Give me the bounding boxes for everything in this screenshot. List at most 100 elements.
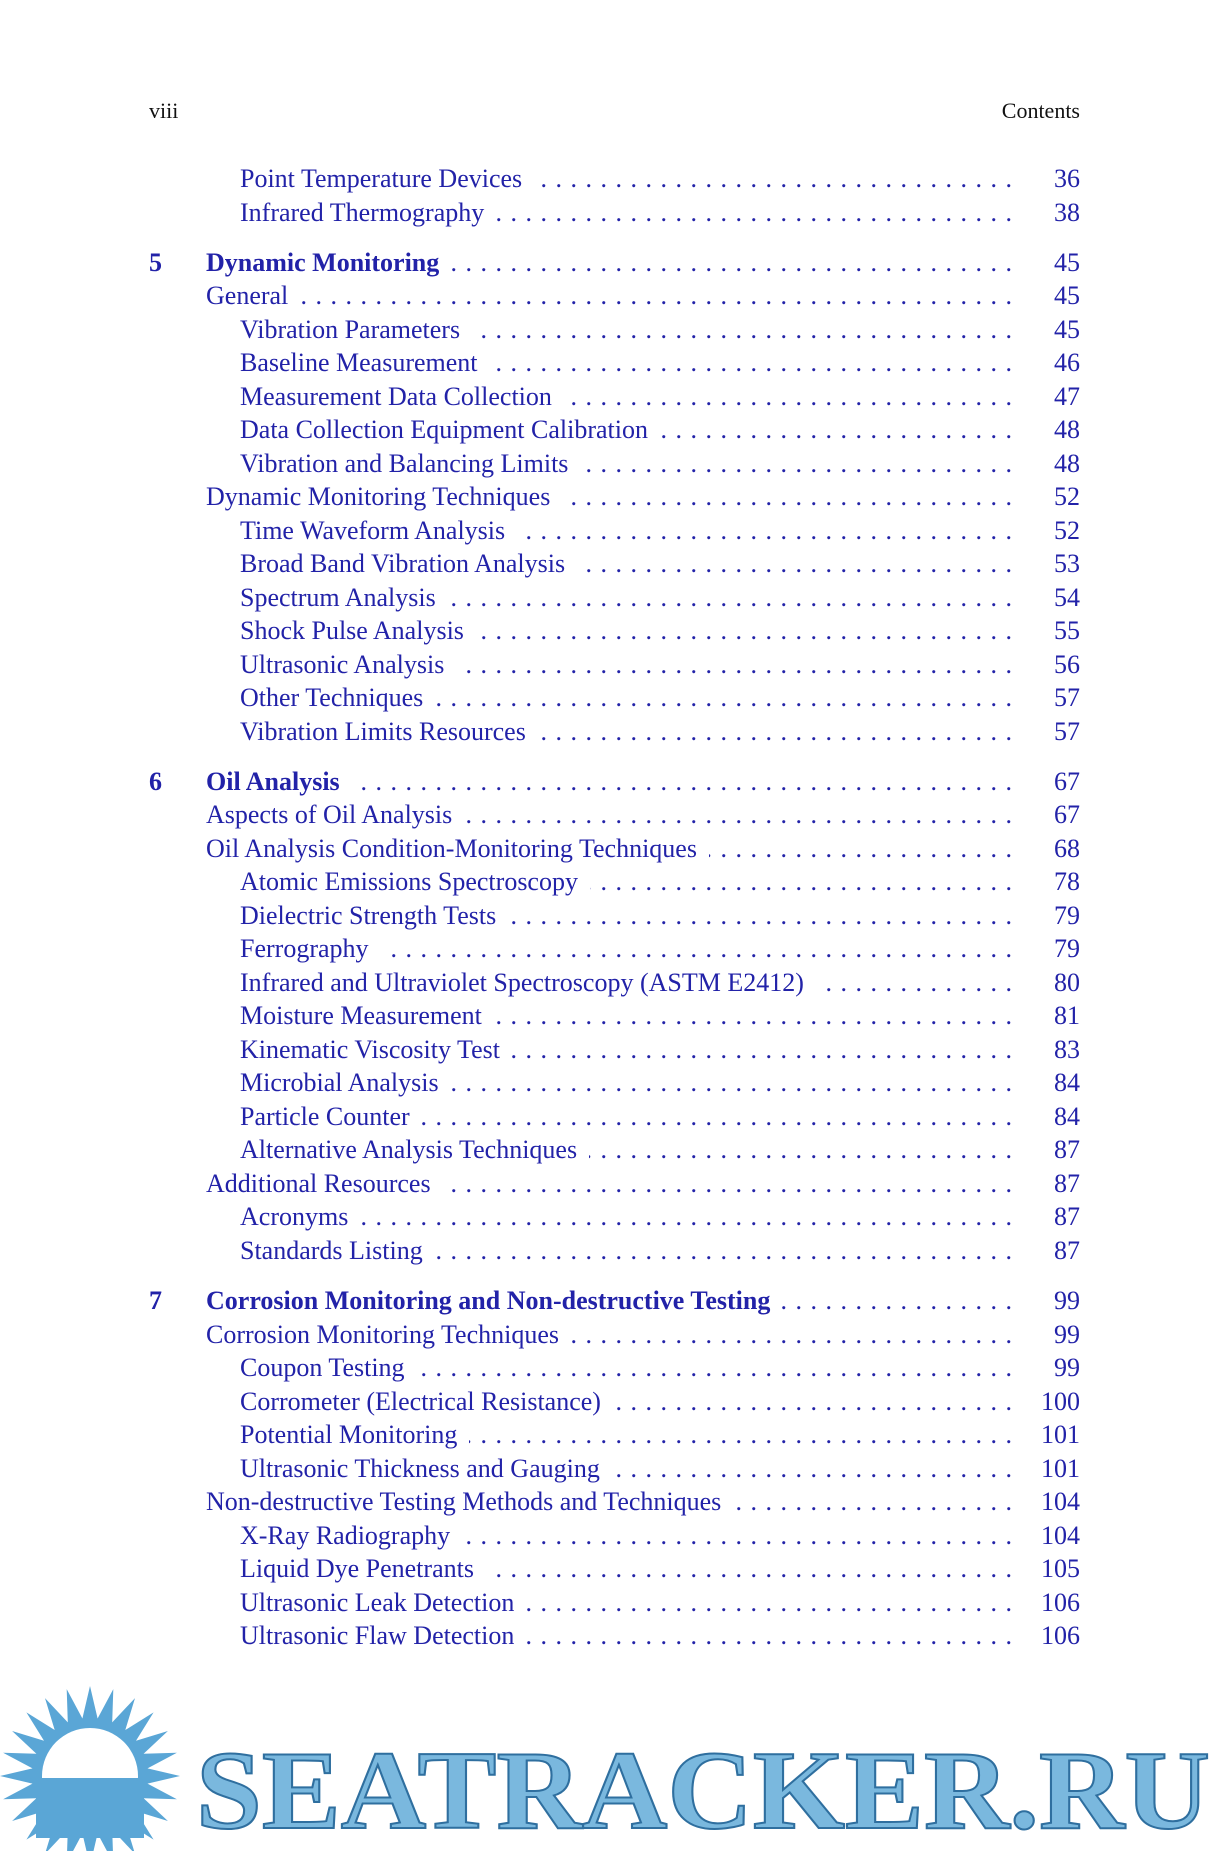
dot-leader (733, 1485, 1013, 1519)
entry-page: 52 (1054, 515, 1080, 545)
dot-leader (534, 162, 1013, 196)
entry-title: Aspects of Oil Analysis (206, 800, 453, 830)
toc-entry: Measurement Data Collection 47 (240, 380, 1080, 414)
entry-title: Liquid Dye Penetrants (240, 1554, 474, 1584)
dot-leader (496, 196, 1013, 230)
dot-leader (562, 480, 1013, 514)
entry-page: 46 (1054, 348, 1080, 378)
toc-entry: Point Temperature Devices 36 (240, 162, 1080, 196)
entry-page: 56 (1054, 649, 1080, 679)
toc-entry: Other Techniques 57 (240, 681, 1080, 715)
toc-entry: Corrometer (Electrical Resistance) 100 (240, 1385, 1080, 1419)
entry-page: 79 (1054, 934, 1080, 964)
entry-title: X-Ray Radiography (240, 1520, 451, 1550)
dot-leader (709, 832, 1013, 866)
toc-entry: Additional Resources 87 (206, 1167, 1080, 1201)
entry-page: 48 (1054, 415, 1080, 445)
dot-leader (612, 1452, 1013, 1486)
dot-leader (417, 1351, 1013, 1385)
entry-title: Baseline Measurement (240, 348, 478, 378)
entry-title: Particle Counter (240, 1101, 410, 1131)
dot-leader (571, 1318, 1013, 1352)
entry-title: Coupon Testing (240, 1353, 405, 1383)
toc-entry: Ultrasonic Flaw Detection 106 (240, 1619, 1080, 1653)
entry-page: 81 (1054, 1001, 1080, 1031)
entry-page: 52 (1054, 482, 1080, 512)
entry-page: 84 (1054, 1101, 1080, 1131)
entry-title: Oil Analysis (206, 766, 340, 796)
entry-title: Corrosion Monitoring and Non-destructive… (206, 1286, 771, 1316)
toc-entry: Corrosion Monitoring Techniques 99 (206, 1318, 1080, 1352)
toc-entry: Ultrasonic Leak Detection 106 (240, 1586, 1080, 1620)
entry-page: 105 (1041, 1554, 1080, 1584)
running-title: Contents (1001, 98, 1080, 123)
dot-leader (564, 380, 1013, 414)
entry-page: 38 (1054, 197, 1080, 227)
entry-page: 79 (1054, 900, 1080, 930)
toc-entry: Moisture Measurement 81 (240, 999, 1080, 1033)
watermark: SEATRACKER.RU (0, 1686, 1211, 1851)
entry-page: 83 (1054, 1034, 1080, 1064)
dot-leader (352, 765, 1013, 799)
page-number: viii (149, 98, 179, 123)
toc-entry: Potential Monitoring 101 (240, 1418, 1080, 1452)
entry-title: Measurement Data Collection (240, 381, 552, 411)
entry-title: Broad Band Vibration Analysis (240, 549, 566, 579)
entry-title: Kinematic Viscosity Test (240, 1034, 500, 1064)
toc-entry: Vibration Limits Resources 57 (240, 715, 1080, 749)
entry-page: 106 (1041, 1587, 1080, 1617)
dot-leader (451, 246, 1013, 280)
entry-page: 87 (1054, 1235, 1080, 1265)
entry-title: Non-destructive Testing Methods and Tech… (206, 1487, 722, 1517)
toc-entry: Ultrasonic Analysis 56 (240, 648, 1080, 682)
dot-leader (300, 279, 1013, 313)
entry-title: Standards Listing (240, 1235, 423, 1265)
toc-entry: Oil Analysis Condition-Monitoring Techni… (206, 832, 1080, 866)
entry-title: Spectrum Analysis (240, 582, 436, 612)
entry-title: Ultrasonic Thickness and Gauging (240, 1453, 600, 1483)
dot-leader (577, 547, 1013, 581)
entry-page: 45 (1054, 281, 1080, 311)
entry-title: Ferrography (240, 934, 369, 964)
chapter-number: 7 (149, 1286, 162, 1316)
entry-title: Additional Resources (206, 1168, 431, 1198)
entry-page: 101 (1041, 1420, 1080, 1450)
toc-entry: Dielectric Strength Tests 79 (240, 899, 1080, 933)
toc-entry: Vibration Parameters 45 (240, 313, 1080, 347)
entry-page: 47 (1054, 381, 1080, 411)
entry-title: Microbial Analysis (240, 1068, 439, 1098)
dot-leader (512, 1033, 1013, 1067)
entry-page: 55 (1054, 616, 1080, 646)
entry-title: Dielectric Strength Tests (240, 900, 497, 930)
toc-entry: Acronyms 87 (240, 1200, 1080, 1234)
dot-leader (613, 1385, 1013, 1419)
entry-title: Corrometer (Electrical Resistance) (240, 1386, 601, 1416)
dot-leader (360, 1200, 1013, 1234)
toc-entry: X-Ray Radiography 104 (240, 1519, 1080, 1553)
toc-entry: Corrosion Monitoring and Non-destructive… (206, 1284, 1080, 1318)
toc-entry: Data Collection Equipment Calibration 48 (240, 413, 1080, 447)
toc-entry: Broad Band Vibration Analysis 53 (240, 547, 1080, 581)
entry-title: Vibration Parameters (240, 314, 461, 344)
toc-entry: Infrared Thermography 38 (240, 196, 1080, 230)
dot-leader (589, 1133, 1013, 1167)
toc-entry: Shock Pulse Analysis 55 (240, 614, 1080, 648)
entry-page: 36 (1054, 164, 1080, 193)
dot-leader (526, 1586, 1013, 1620)
entry-title: Vibration Limits Resources (240, 716, 526, 746)
entry-title: Infrared and Ultraviolet Spectroscopy (A… (240, 967, 804, 997)
entry-page: 100 (1041, 1386, 1080, 1416)
dot-leader (462, 1519, 1013, 1553)
entry-page: 104 (1041, 1520, 1080, 1550)
toc-entry: Non-destructive Testing Methods and Tech… (206, 1485, 1080, 1519)
dot-leader (517, 514, 1013, 548)
entry-page: 53 (1054, 549, 1080, 579)
toc-entry: Aspects of Oil Analysis 67 (206, 798, 1080, 832)
toc-entry: Ultrasonic Thickness and Gauging 101 (240, 1452, 1080, 1486)
dot-leader (435, 681, 1013, 715)
entry-title: Vibration and Balancing Limits (240, 448, 569, 478)
dot-leader (580, 447, 1013, 481)
entry-page: 57 (1054, 683, 1080, 713)
entry-page: 57 (1054, 716, 1080, 746)
entry-page: 99 (1054, 1353, 1080, 1383)
